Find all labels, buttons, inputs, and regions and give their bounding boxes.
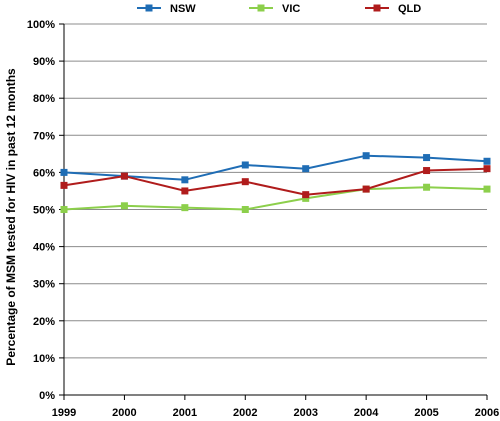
x-tick-label: 2000 <box>112 407 136 419</box>
data-point-nsw <box>362 152 370 160</box>
data-point-nsw <box>241 161 249 169</box>
series-group <box>60 152 491 213</box>
data-point-nsw <box>483 157 491 165</box>
y-tick-label: 70% <box>33 130 55 142</box>
y-axis-title: Percentage of MSM tested for HIV in past… <box>4 68 18 366</box>
data-point-vic <box>302 194 310 202</box>
x-tick-label: 1999 <box>52 407 76 419</box>
legend-item-nsw: NSW <box>137 3 196 15</box>
data-point-nsw <box>302 165 310 173</box>
x-tick-label: 2005 <box>414 407 438 419</box>
series-line-vic <box>63 186 488 211</box>
legend-marker-vic <box>257 4 265 12</box>
series-line-qld <box>63 167 488 196</box>
x-tick-label: 2006 <box>475 407 499 419</box>
data-point-qld <box>241 178 249 186</box>
legend-marker-qld <box>373 4 381 12</box>
x-tick-label: 2003 <box>293 407 317 419</box>
x-tick-label: 2002 <box>233 407 257 419</box>
legend-label-qld: QLD <box>398 3 421 15</box>
data-point-qld <box>120 172 128 180</box>
y-tick-label: 60% <box>33 167 55 179</box>
plot-area: 0% 10% 20% 30% 40% 50% 60% 70% 80% 90% 100% 1999 20… <box>27 19 499 419</box>
legend-item-vic: VIC <box>249 3 300 15</box>
y-tick-label: 90% <box>33 56 55 68</box>
data-point-vic <box>60 206 68 213</box>
data-point-qld <box>423 167 431 175</box>
y-tick-label: 0% <box>39 390 55 402</box>
y-tick-label: 100% <box>27 19 55 31</box>
legend: NSW VIC QLD <box>137 3 421 15</box>
data-point-nsw <box>181 176 189 184</box>
legend-marker-nsw <box>145 4 153 12</box>
y-tick-label: 10% <box>33 353 55 365</box>
data-point-vic <box>483 185 491 193</box>
legend-item-qld: QLD <box>365 3 421 15</box>
x-tick-label: 2001 <box>173 407 197 419</box>
y-tick-label: 40% <box>33 242 55 254</box>
data-point-qld <box>181 187 189 195</box>
y-tick-label: 80% <box>33 93 55 105</box>
data-point-qld <box>483 165 491 173</box>
series-line-nsw <box>63 154 488 181</box>
y-tick-label: 30% <box>33 279 55 291</box>
y-axis: 0% 10% 20% 30% 40% 50% 60% 70% 80% 90% 100% <box>27 19 65 402</box>
x-axis: 1999 2000 2001 2002 2003 2004 2005 2006 <box>52 394 499 419</box>
data-point-qld <box>60 181 68 189</box>
data-point-qld <box>362 185 370 193</box>
y-tick-label: 20% <box>33 316 55 328</box>
y-tick-label: 50% <box>33 205 55 217</box>
data-point-vic <box>423 183 431 191</box>
data-point-vic <box>181 204 189 212</box>
data-point-vic <box>241 206 249 213</box>
data-point-nsw <box>423 154 431 162</box>
legend-label-nsw: NSW <box>170 3 196 15</box>
series-qld <box>60 165 491 199</box>
data-point-nsw <box>60 168 68 176</box>
gridlines <box>64 23 487 359</box>
data-point-vic <box>120 202 128 210</box>
x-tick-label: 2004 <box>354 407 379 419</box>
legend-label-vic: VIC <box>282 3 300 15</box>
data-point-qld <box>302 191 310 199</box>
series-vic <box>60 183 491 213</box>
